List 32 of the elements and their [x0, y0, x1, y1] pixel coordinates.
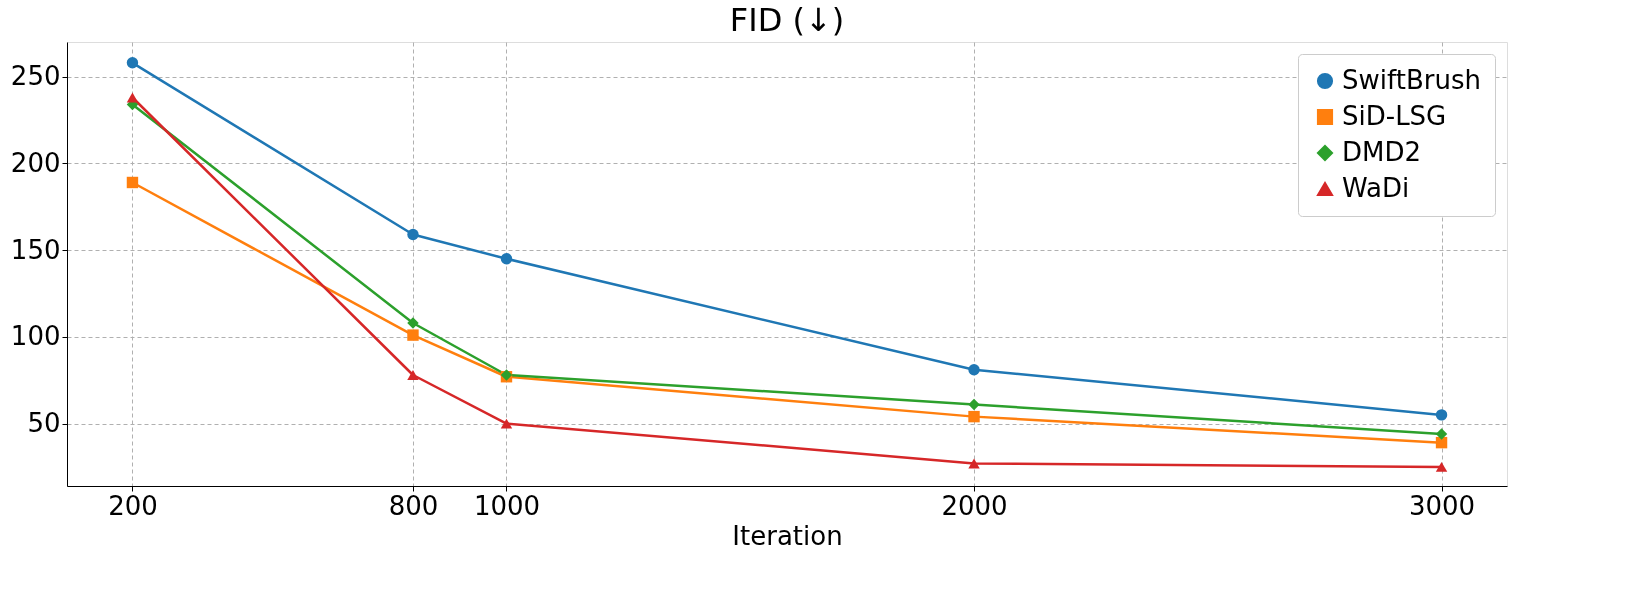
point — [126, 176, 139, 189]
point — [126, 92, 139, 103]
point — [968, 410, 980, 423]
legend-label: SwiftBrush — [1342, 65, 1481, 95]
point — [968, 364, 980, 376]
y-tick-label: 250 — [10, 61, 61, 92]
y-tick-label: 150 — [10, 234, 61, 265]
legend-label: SiD-LSG — [1342, 101, 1447, 131]
x-tick-label: 3000 — [1408, 490, 1476, 521]
point — [407, 329, 419, 341]
point — [968, 398, 980, 411]
point — [1435, 409, 1448, 421]
legend-label: DMD2 — [1342, 137, 1422, 167]
point — [407, 317, 419, 329]
y-tick-label: 100 — [10, 321, 61, 352]
y-tick-label: 50 — [27, 408, 61, 439]
x-axis-title: Iteration — [732, 520, 843, 551]
x-tick-label: 200 — [108, 490, 158, 521]
chart-title: FID (↓) — [729, 1, 845, 39]
point — [968, 458, 980, 469]
point — [500, 418, 513, 429]
x-tick-label: 1000 — [473, 490, 541, 521]
x-tick-label: 800 — [388, 490, 439, 521]
point — [1435, 428, 1448, 440]
point — [407, 228, 419, 241]
x-tick-label: 2000 — [941, 490, 1008, 521]
legend-label: WaDi — [1342, 173, 1410, 203]
point — [126, 57, 139, 69]
point — [1435, 461, 1448, 472]
point — [407, 370, 419, 380]
y-tick-label: 200 — [10, 147, 61, 178]
point — [500, 253, 513, 265]
